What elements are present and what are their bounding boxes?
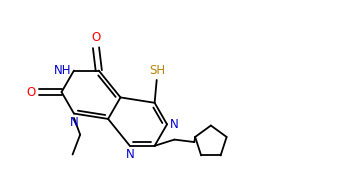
Text: O: O	[26, 86, 35, 99]
Text: SH: SH	[149, 64, 165, 77]
Text: N: N	[126, 148, 135, 161]
Text: O: O	[92, 31, 101, 44]
Text: N: N	[70, 116, 79, 129]
Text: N: N	[170, 118, 178, 131]
Text: NH: NH	[54, 64, 71, 77]
